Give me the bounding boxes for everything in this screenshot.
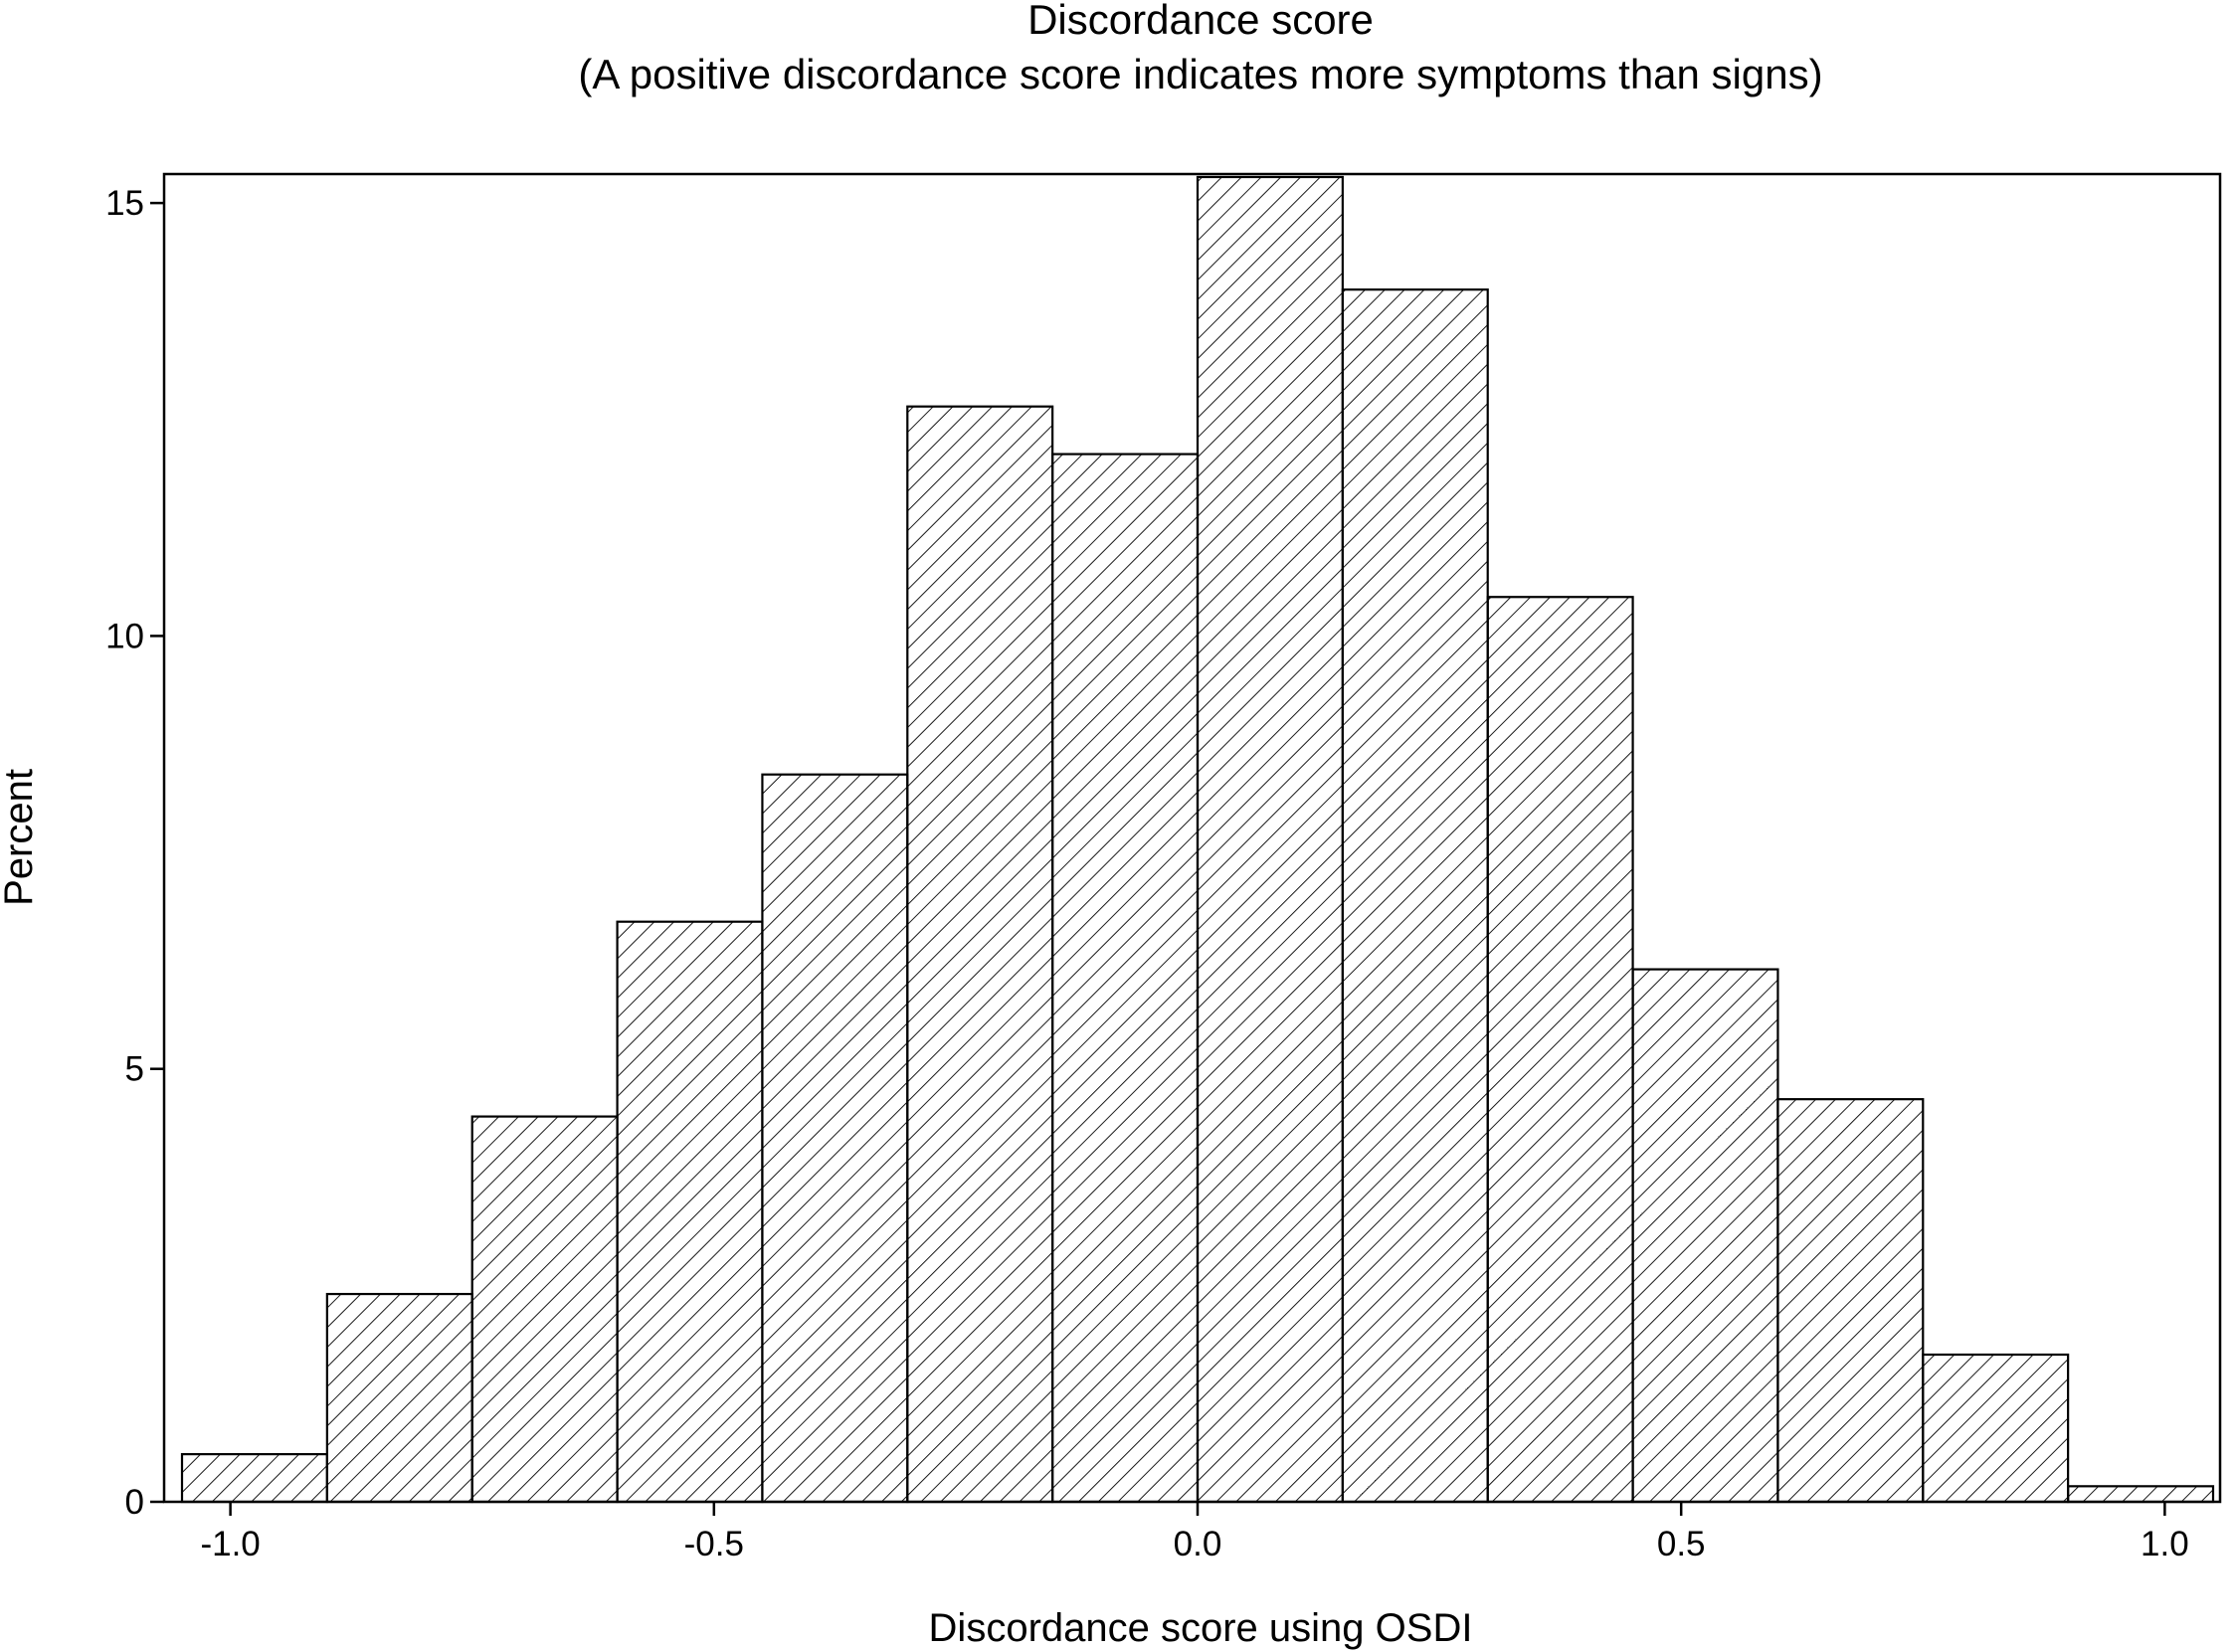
histogram-bar <box>1486 596 1634 1504</box>
histogram-bar <box>1776 1098 1925 1504</box>
x-tick-label: -1.0 <box>200 1525 260 1563</box>
y-tick-label: 0 <box>125 1483 144 1522</box>
histogram-bar <box>616 920 764 1504</box>
histogram-bar <box>325 1292 473 1504</box>
plot-frame <box>162 172 2222 1504</box>
y-axis: 0 5 10 15 <box>105 184 164 1522</box>
x-tick-label: 0.0 <box>1174 1525 1222 1563</box>
histogram-bar <box>1196 175 1344 1504</box>
chart-title: Discordance score <box>1027 0 1374 43</box>
histogram-bar <box>470 1115 619 1504</box>
histogram-bar <box>1341 288 1489 1504</box>
y-tick-label: 5 <box>125 1050 144 1089</box>
histogram-bar <box>906 405 1054 1504</box>
x-tick-label: -0.5 <box>684 1525 744 1563</box>
x-tick-label: 0.5 <box>1657 1525 1706 1563</box>
y-tick-label: 10 <box>105 617 144 655</box>
x-tick-label: 1.0 <box>2141 1525 2189 1563</box>
histogram-bar <box>761 773 909 1504</box>
histogram-bar <box>2067 1485 2215 1504</box>
y-axis-label: Percent <box>0 769 41 906</box>
x-axis: -1.0 -0.5 0.0 0.5 1.0 <box>200 1502 2189 1563</box>
histogram-bar <box>180 1453 328 1504</box>
x-axis-label: Discordance score using OSDI <box>929 1606 1473 1650</box>
histogram-bar <box>1051 453 1200 1504</box>
y-tick-label: 15 <box>105 184 144 223</box>
bars-group <box>180 175 2215 1504</box>
histogram-bar <box>1631 968 1779 1504</box>
chart-subtitle: (A positive discordance score indicates … <box>578 51 1822 97</box>
histogram-bar <box>1922 1353 2070 1504</box>
